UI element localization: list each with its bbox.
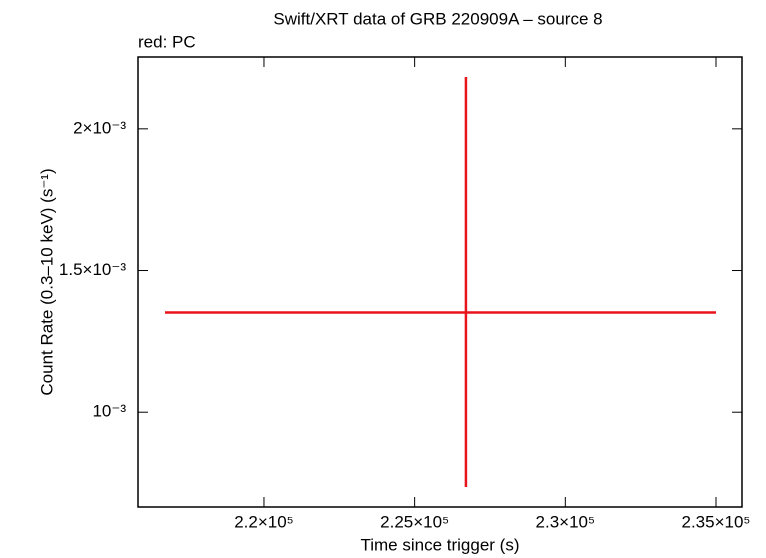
x-tick-label: 2.25×10⁵ bbox=[380, 512, 449, 531]
x-axis-label: Time since trigger (s) bbox=[360, 535, 519, 554]
x-tick-label: 2.2×10⁵ bbox=[234, 512, 294, 531]
chart-title: Swift/XRT data of GRB 220909A – source 8 bbox=[273, 9, 602, 28]
plot-frame bbox=[137, 56, 743, 508]
y-axis-label: Count Rate (0.3–10 keV) (s⁻¹) bbox=[37, 168, 56, 395]
x-tick-label: 2.3×10⁵ bbox=[536, 512, 596, 531]
y-tick-label: 10⁻³ bbox=[92, 402, 126, 421]
x-tick-label: 2.35×10⁵ bbox=[682, 512, 751, 531]
y-tick-label: 2×10⁻³ bbox=[73, 118, 126, 137]
y-tick-label: 1.5×10⁻³ bbox=[59, 260, 126, 279]
legend-label: red: PC bbox=[138, 32, 196, 51]
